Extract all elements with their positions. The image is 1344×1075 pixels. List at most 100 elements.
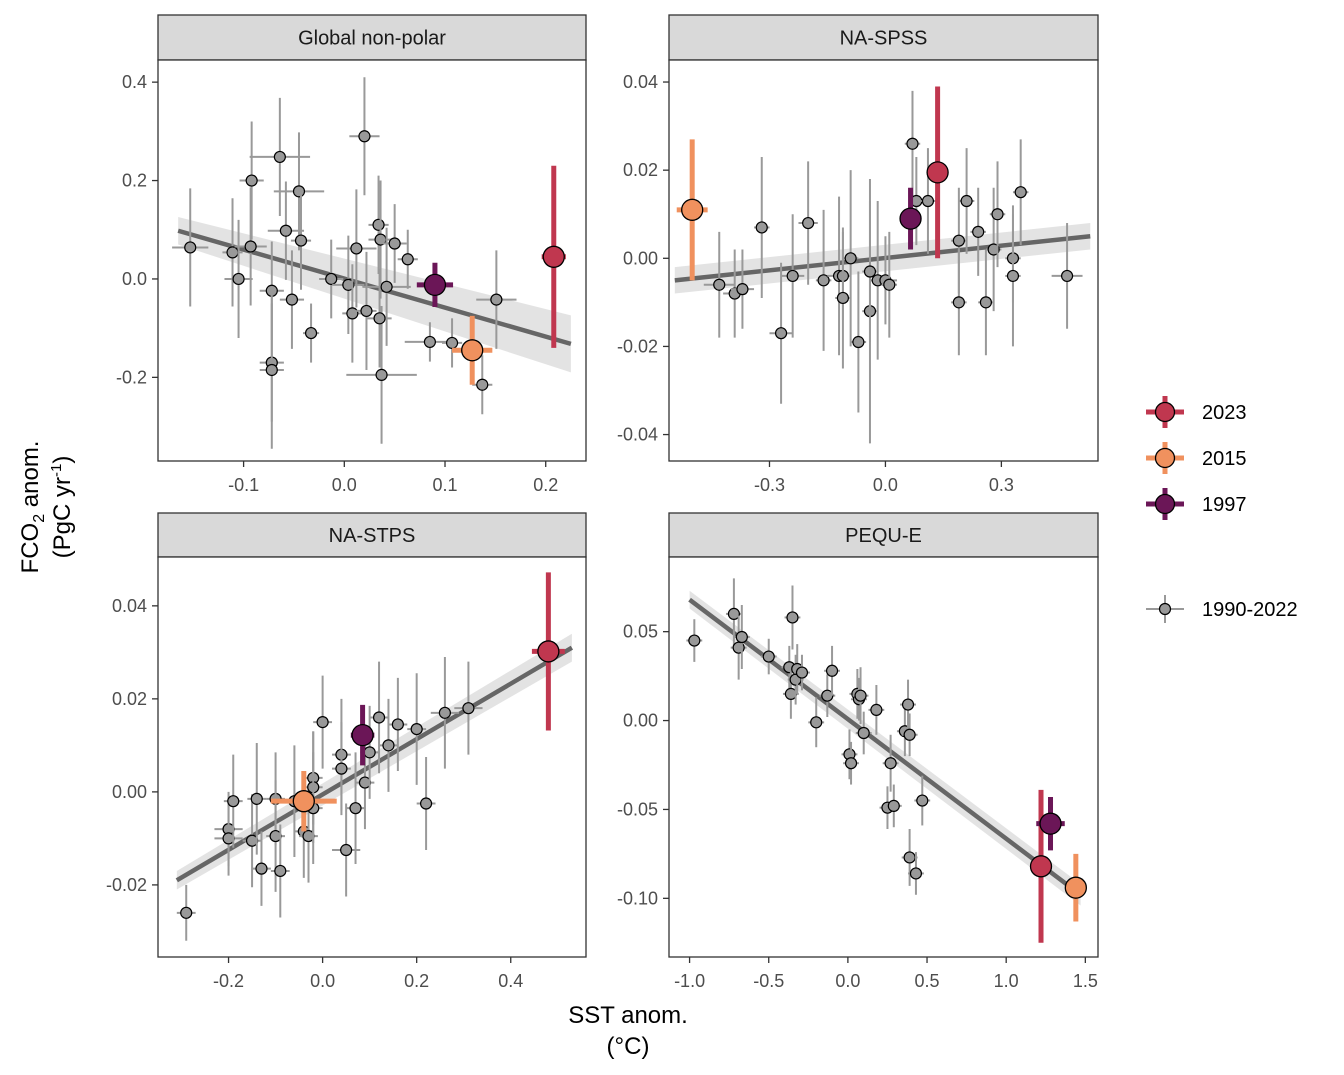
point-marker-2023 xyxy=(926,161,949,184)
data-point xyxy=(881,231,898,338)
data-point xyxy=(176,884,196,941)
data-point xyxy=(454,661,483,755)
data-point xyxy=(808,697,825,748)
data-point xyxy=(855,711,872,755)
data-point xyxy=(430,657,460,769)
point-marker xyxy=(490,293,503,306)
point-marker xyxy=(226,246,239,259)
data-point xyxy=(951,249,967,356)
panels: Global non-polar -0.1 0.0 0.1 0.2 -0.2 0.0 0.2 0… xyxy=(106,14,1099,991)
panel-2: NA-SPSS -0.3 0.0 0.3 -0.04 -0.02 0.00 0.02 0.04 xyxy=(617,14,1099,495)
x-tick-label: -0.5 xyxy=(753,971,784,991)
data-point xyxy=(978,249,994,356)
x-tick-label: -0.3 xyxy=(754,475,785,495)
y-axis-unit: (PgC yr-1) xyxy=(48,456,76,559)
highlight-2023 xyxy=(1029,789,1053,943)
point-marker-1997 xyxy=(423,273,447,297)
plot-border xyxy=(668,59,1099,462)
point-marker xyxy=(462,702,475,715)
data-point xyxy=(868,685,885,735)
point-marker xyxy=(346,307,359,320)
point-marker xyxy=(1014,186,1027,199)
data-point xyxy=(914,775,931,826)
data-point xyxy=(290,191,312,290)
data-point xyxy=(900,679,916,730)
data-point xyxy=(332,803,361,897)
legend-item-2023: 2023 xyxy=(1146,396,1247,428)
plot-area xyxy=(674,86,1091,444)
data-point xyxy=(223,754,243,848)
data-point xyxy=(815,209,832,351)
data-point xyxy=(769,262,793,404)
facet-strip xyxy=(157,14,587,61)
point-marker xyxy=(817,274,830,287)
point-marker xyxy=(325,272,338,286)
point-marker xyxy=(358,130,371,143)
point-marker xyxy=(227,795,240,808)
highlight-1997 xyxy=(416,262,454,307)
data-point xyxy=(794,654,810,691)
x-tick-label: -0.1 xyxy=(228,475,259,495)
data-point xyxy=(852,667,869,725)
point-marker xyxy=(373,312,386,325)
data-point xyxy=(842,170,859,347)
data-point xyxy=(958,148,975,254)
data-point xyxy=(368,180,393,299)
data-point xyxy=(920,148,936,254)
point-marker-2015 xyxy=(681,198,704,221)
point-marker xyxy=(991,208,1004,221)
point-marker xyxy=(825,664,839,677)
y-tick-label: 0.04 xyxy=(623,72,658,92)
data-point xyxy=(313,675,333,769)
data-point xyxy=(270,824,290,918)
point-marker xyxy=(795,666,809,679)
point-marker xyxy=(382,739,395,752)
legend-label-2023: 2023 xyxy=(1202,402,1247,424)
highlight-2023 xyxy=(926,86,949,259)
y-axis-label-subscript: 2 xyxy=(31,514,48,523)
point-marker xyxy=(391,718,404,731)
data-point xyxy=(908,852,924,895)
point-marker xyxy=(350,242,363,255)
point-marker-2015 xyxy=(1064,876,1087,899)
y-tick-label: 0.05 xyxy=(623,622,658,642)
x-tick-label: -1.0 xyxy=(674,971,705,991)
data-point xyxy=(1005,205,1021,347)
point-marker xyxy=(1060,269,1074,283)
point-marker xyxy=(906,137,919,150)
y-tick-label: -0.10 xyxy=(617,888,658,908)
point-marker xyxy=(245,174,258,187)
data-point xyxy=(733,605,750,669)
point-marker xyxy=(285,293,299,306)
plot-border xyxy=(668,556,1099,958)
point-marker xyxy=(903,851,916,864)
data-point xyxy=(279,250,305,349)
data-point xyxy=(249,97,311,216)
point-marker xyxy=(423,335,437,349)
point-marker-2015 xyxy=(461,339,484,362)
data-point xyxy=(242,794,262,888)
legend-label-2015: 2015 xyxy=(1202,448,1247,470)
data-point xyxy=(336,189,377,308)
legend-item-1997: 1997 xyxy=(1146,488,1247,520)
data-point xyxy=(1051,223,1083,329)
plot-area xyxy=(172,77,572,449)
data-point xyxy=(989,161,1006,268)
y-tick-label: 0.0 xyxy=(122,269,147,289)
regression-line xyxy=(688,597,1082,897)
point-marker xyxy=(232,272,245,286)
data-point xyxy=(346,752,365,864)
facet-title: NA-SPSS xyxy=(840,28,928,50)
data-point xyxy=(441,318,463,368)
data-point xyxy=(787,654,804,705)
x-tick-label: 0.5 xyxy=(915,971,940,991)
highlight-2015 xyxy=(676,139,708,281)
point-marker xyxy=(388,237,401,250)
point-marker xyxy=(901,698,915,711)
point-marker xyxy=(870,703,883,716)
highlight-1997 xyxy=(899,187,922,250)
highlight-1997 xyxy=(1036,797,1065,851)
plot-area xyxy=(175,572,574,941)
point-marker xyxy=(909,867,923,880)
point-marker xyxy=(852,335,865,349)
